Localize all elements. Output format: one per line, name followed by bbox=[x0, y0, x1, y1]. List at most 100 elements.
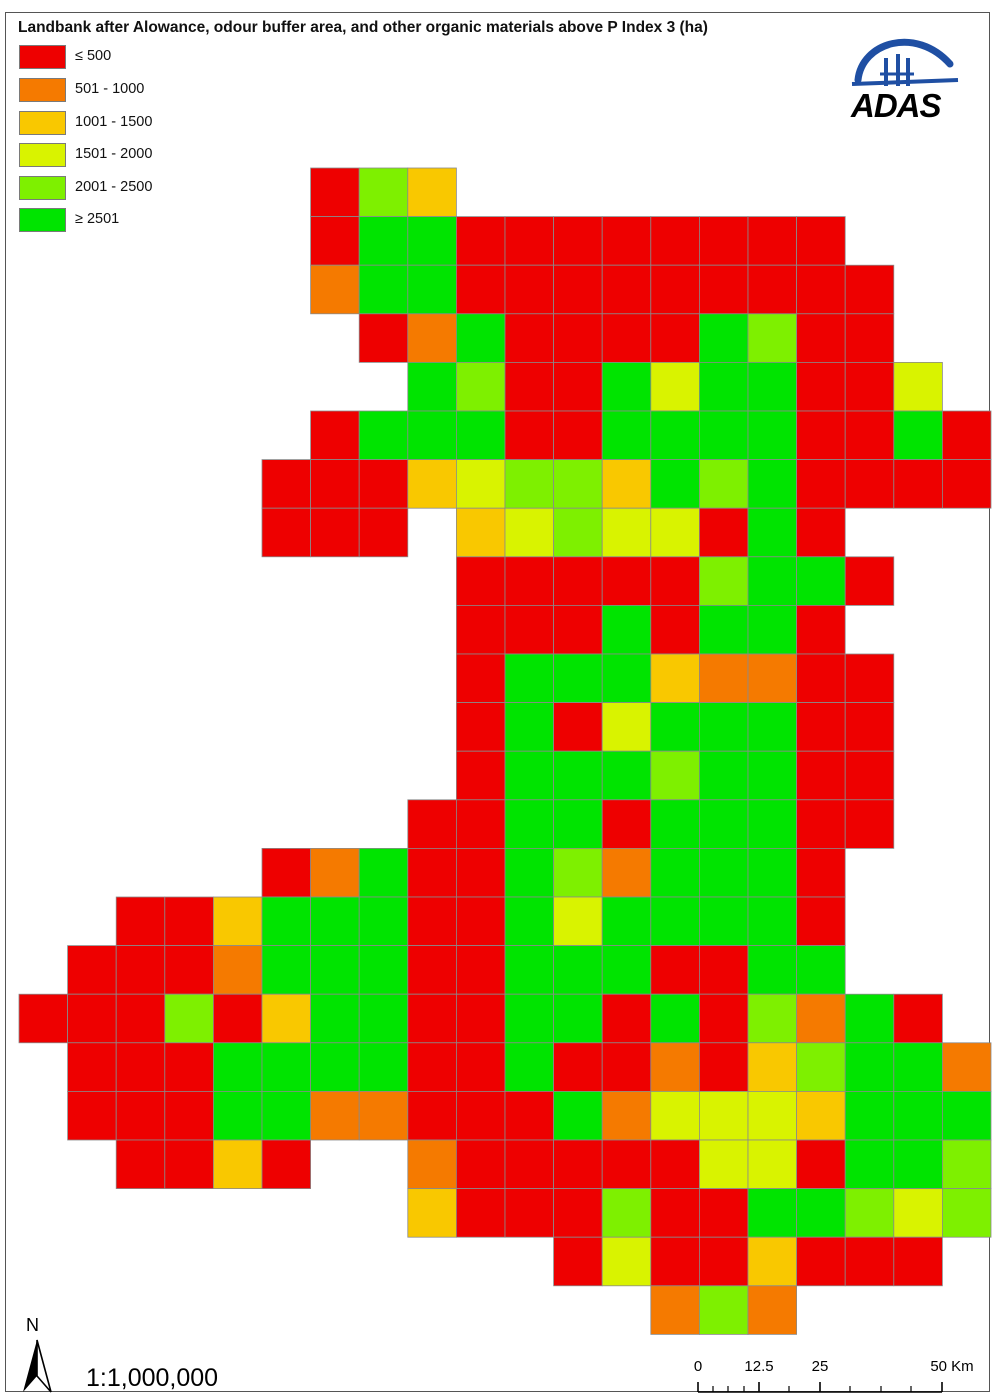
grid-cell bbox=[504, 459, 554, 509]
grid-cell bbox=[601, 702, 652, 752]
grid-cell bbox=[796, 896, 846, 946]
grid-cell bbox=[942, 1139, 992, 1189]
grid-cell bbox=[310, 459, 360, 509]
legend-swatch bbox=[19, 78, 66, 102]
grid-cell bbox=[504, 410, 554, 460]
legend-label: 1501 - 2000 bbox=[75, 146, 153, 162]
grid-cell bbox=[747, 507, 797, 558]
grid-cell bbox=[650, 1236, 700, 1287]
grid-cell bbox=[650, 410, 700, 460]
grid-cell bbox=[844, 750, 895, 801]
grid-cell bbox=[650, 702, 700, 752]
grid-cell bbox=[504, 993, 554, 1044]
grid-cell bbox=[18, 993, 68, 1044]
scale-tick-label: 12.5 bbox=[744, 1358, 773, 1375]
grid-cell bbox=[796, 459, 846, 509]
grid-cell bbox=[504, 361, 554, 412]
legend-swatch bbox=[19, 176, 66, 200]
grid-cell bbox=[358, 993, 409, 1044]
grid-cell bbox=[455, 605, 506, 655]
grid-cell bbox=[747, 556, 797, 606]
grid-cell bbox=[261, 459, 311, 509]
grid-cell bbox=[261, 1139, 311, 1189]
grid-cell bbox=[747, 1236, 797, 1287]
grid-cell bbox=[796, 848, 846, 898]
grid-cell bbox=[699, 1236, 749, 1287]
grid-cell bbox=[455, 750, 506, 801]
grid-cell bbox=[747, 799, 797, 849]
grid-cell bbox=[699, 896, 749, 946]
grid-cell bbox=[455, 507, 506, 558]
grid-cell bbox=[504, 799, 554, 849]
grid-cell bbox=[699, 313, 749, 363]
grid-cell bbox=[942, 1188, 992, 1238]
grid-cell bbox=[261, 896, 311, 946]
grid-cell bbox=[504, 507, 554, 558]
grid-cell bbox=[407, 848, 457, 898]
grid-cell bbox=[553, 507, 603, 558]
grid-cell bbox=[601, 459, 652, 509]
grid-cell bbox=[650, 848, 700, 898]
grid-cell bbox=[650, 653, 700, 703]
grid-cell bbox=[164, 1139, 214, 1189]
grid-cell bbox=[504, 556, 554, 606]
grid-cell bbox=[747, 410, 797, 460]
grid-cell bbox=[261, 993, 311, 1044]
grid-cell bbox=[553, 556, 603, 606]
grid-cell bbox=[796, 410, 846, 460]
grid-cell bbox=[212, 896, 263, 946]
grid-cell bbox=[893, 1139, 943, 1189]
grid-cell bbox=[893, 361, 943, 412]
grid-cell bbox=[407, 361, 457, 412]
grid-cell bbox=[699, 216, 749, 266]
legend-label: 501 - 1000 bbox=[75, 81, 145, 97]
grid-cell bbox=[796, 1091, 846, 1141]
legend-swatch bbox=[19, 45, 66, 69]
grid-cell bbox=[844, 361, 895, 412]
grid-cell bbox=[67, 945, 117, 995]
scale-tick-label: 0 bbox=[694, 1358, 702, 1375]
grid-cell bbox=[358, 848, 409, 898]
grid-cell bbox=[796, 750, 846, 801]
north-label: N bbox=[26, 1315, 39, 1335]
grid-cell bbox=[553, 799, 603, 849]
logo-text: ADAS bbox=[851, 87, 942, 124]
grid-cell bbox=[67, 1042, 117, 1092]
scale-bar: 0 12.5 25 50 Km bbox=[694, 1358, 974, 1393]
grid-cell bbox=[455, 1091, 506, 1141]
grid-cell bbox=[358, 216, 409, 266]
grid-cell bbox=[844, 1188, 895, 1238]
grid-cell bbox=[650, 799, 700, 849]
grid-cell bbox=[601, 653, 652, 703]
grid-cell bbox=[796, 1042, 846, 1092]
grid-cell bbox=[650, 216, 700, 266]
grid-cell bbox=[747, 993, 797, 1044]
grid-cell bbox=[747, 1285, 797, 1335]
grid-cell bbox=[455, 702, 506, 752]
legend-item-2: 501 - 1000 bbox=[19, 78, 239, 102]
legend-swatch bbox=[19, 208, 66, 232]
grid-cell bbox=[553, 750, 603, 801]
grid-cell bbox=[310, 216, 360, 266]
grid-cell bbox=[407, 1139, 457, 1189]
grid-cell bbox=[261, 1042, 311, 1092]
grid-cell bbox=[699, 848, 749, 898]
grid-cell bbox=[553, 313, 603, 363]
grid-cell bbox=[699, 750, 749, 801]
grid-cell bbox=[310, 896, 360, 946]
grid-cell bbox=[699, 945, 749, 995]
grid-cell bbox=[212, 945, 263, 995]
grid-cell bbox=[601, 313, 652, 363]
grid-cell bbox=[747, 702, 797, 752]
grid-cell bbox=[699, 1042, 749, 1092]
grid-cell bbox=[553, 1091, 603, 1141]
legend-swatch bbox=[19, 111, 66, 135]
grid-cell bbox=[844, 556, 895, 606]
grid-cell bbox=[504, 605, 554, 655]
grid-cell bbox=[747, 848, 797, 898]
grid-cell bbox=[601, 1236, 652, 1287]
grid-cell bbox=[164, 1091, 214, 1141]
grid-cell bbox=[747, 313, 797, 363]
legend-label: ≤ 500 bbox=[75, 48, 112, 64]
grid-cell bbox=[699, 1091, 749, 1141]
